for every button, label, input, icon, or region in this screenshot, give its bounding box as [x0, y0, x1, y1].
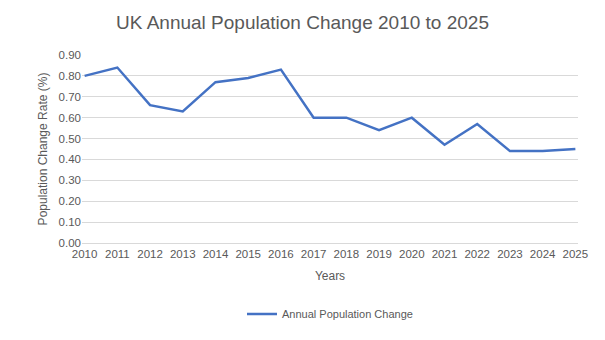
svg-text:2014: 2014: [203, 248, 229, 260]
svg-text:0.70: 0.70: [59, 91, 81, 103]
svg-text:2023: 2023: [497, 248, 523, 260]
svg-text:2022: 2022: [464, 248, 490, 260]
svg-text:0.90: 0.90: [59, 49, 81, 61]
svg-text:0.40: 0.40: [59, 153, 81, 165]
svg-text:2011: 2011: [105, 248, 130, 260]
svg-text:0.80: 0.80: [59, 70, 81, 82]
svg-text:0.10: 0.10: [59, 216, 81, 228]
svg-text:Population Change Rate (%): Population Change Rate (%): [36, 73, 50, 226]
svg-text:2021: 2021: [432, 248, 458, 260]
svg-text:Years: Years: [315, 269, 345, 283]
svg-text:0.20: 0.20: [59, 195, 81, 207]
svg-text:2020: 2020: [399, 248, 425, 260]
svg-text:2016: 2016: [268, 248, 294, 260]
svg-text:0.00: 0.00: [59, 237, 81, 249]
svg-text:2018: 2018: [334, 248, 360, 260]
svg-text:2017: 2017: [301, 248, 327, 260]
svg-text:2013: 2013: [170, 248, 196, 260]
svg-text:2025: 2025: [563, 248, 589, 260]
svg-text:0.30: 0.30: [59, 174, 81, 186]
svg-text:0.50: 0.50: [59, 133, 81, 145]
svg-text:2024: 2024: [530, 248, 556, 260]
svg-text:2012: 2012: [137, 248, 163, 260]
svg-text:UK Annual Population Change 20: UK Annual Population Change 2010 to 2025: [116, 12, 489, 33]
svg-text:0.60: 0.60: [59, 112, 81, 124]
svg-text:Annual Population Change: Annual Population Change: [282, 308, 413, 320]
svg-text:2010: 2010: [72, 248, 98, 260]
svg-text:2019: 2019: [366, 248, 392, 260]
svg-text:2015: 2015: [235, 248, 261, 260]
